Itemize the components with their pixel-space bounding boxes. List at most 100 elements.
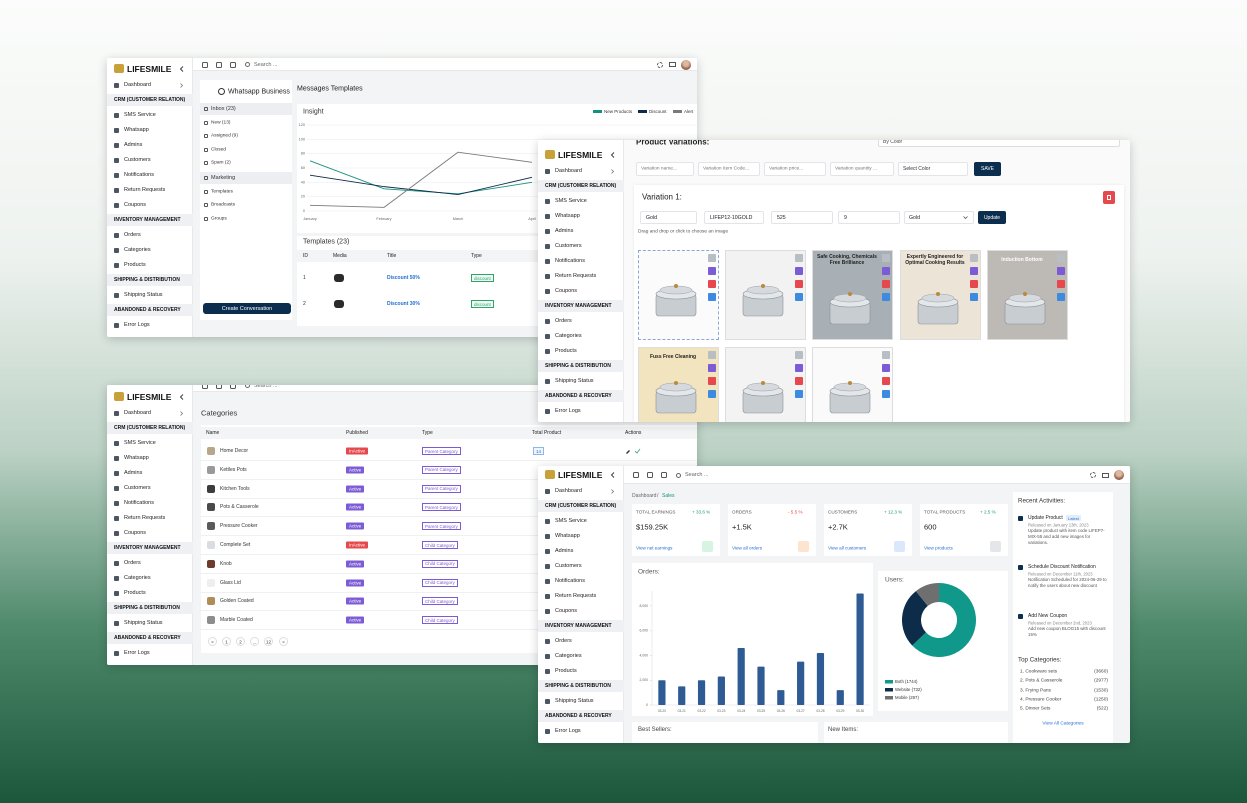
menu-item[interactable]: Admins [124,142,143,148]
toolbar-icon[interactable] [633,472,639,478]
menu-item[interactable]: Error Logs [124,650,150,656]
menu-item[interactable]: Shipping Status [555,378,594,384]
menu-item[interactable]: Orders [124,560,141,566]
menu-item[interactable]: Categories [555,333,582,339]
menu-item[interactable]: Notifications [124,500,154,506]
menu-item[interactable]: Coupons [555,608,578,614]
folder[interactable]: Inbox (23) [211,106,236,112]
menu-item[interactable]: Coupons [124,202,147,208]
search-input[interactable]: Search ... [685,472,709,478]
button[interactable] [974,162,1001,176]
menu-item[interactable]: Return Requests [124,515,166,521]
link[interactable]: View All Categories [1042,721,1084,727]
folder[interactable]: Groups [211,216,227,222]
menu-item[interactable]: Error Logs [555,728,581,734]
menu-item[interactable]: SMS Service [124,440,156,446]
toolbar-icon[interactable] [661,472,667,478]
menu-item[interactable]: Products [555,348,577,354]
page-button[interactable] [279,637,288,646]
menu-item[interactable]: Orders [555,638,572,644]
toolbar-icon[interactable] [202,385,208,389]
menu-item[interactable]: Dashboard [555,488,582,494]
menu-item[interactable]: Categories [124,247,151,253]
folder[interactable]: Broadcasts [211,202,235,208]
kpi-link[interactable]: View all customers [828,545,867,551]
page-button[interactable] [264,637,273,646]
input[interactable] [764,162,826,176]
menu-item[interactable]: Dashboard [555,168,582,174]
input[interactable] [830,162,894,176]
menu-item[interactable]: Customers [124,485,151,491]
menu-item[interactable]: Return Requests [555,273,597,279]
kpi-link[interactable]: View products [924,545,953,551]
menu-item[interactable]: SMS Service [555,518,587,524]
folder[interactable]: Spam (2) [211,160,231,166]
search-input[interactable]: Search ... [254,385,278,389]
menu-item[interactable]: Customers [124,157,151,163]
folder[interactable]: New (13) [211,120,231,126]
menu-item[interactable]: SMS Service [124,112,156,118]
menu-item[interactable]: Coupons [124,530,147,536]
menu-item[interactable]: Error Logs [555,408,581,414]
input[interactable] [771,211,833,224]
menu-item[interactable]: Notifications [124,172,154,178]
folder[interactable]: Assigned (9) [211,133,238,139]
cell-title[interactable]: Discount 50% [387,275,420,281]
menu-item[interactable]: Coupons [555,288,578,294]
menu-item[interactable]: Shipping Status [124,620,163,626]
menu-item[interactable]: Orders [555,318,572,324]
menu-item[interactable]: Whatsapp [124,455,149,461]
page-button[interactable] [208,637,217,646]
page-button[interactable] [250,637,259,646]
menu-item[interactable]: Shipping Status [555,698,594,704]
menu-item[interactable]: Whatsapp [555,533,580,539]
input[interactable] [838,211,900,224]
button[interactable] [978,211,1006,224]
toolbar-icon[interactable] [216,385,222,389]
menu-item[interactable]: Admins [555,548,574,554]
toolbar-icon[interactable] [216,61,222,68]
mail-icon[interactable] [669,62,676,67]
menu-item[interactable]: Categories [124,575,151,581]
menu-item[interactable]: Return Requests [124,187,166,193]
menu-item[interactable]: Error Logs [124,322,150,328]
menu-item[interactable]: Notifications [555,578,585,584]
toolbar-icon[interactable] [647,472,653,478]
delete-button[interactable] [1103,191,1115,204]
select[interactable] [904,211,974,224]
breadcrumb[interactable]: Sales [662,493,675,499]
input[interactable] [704,211,764,224]
menu-item[interactable]: Admins [124,470,143,476]
menu-item[interactable]: Dashboard [124,82,151,88]
input[interactable] [698,162,760,176]
menu-item[interactable]: Products [124,262,146,268]
page-button[interactable] [222,637,231,646]
page-button[interactable] [236,637,245,646]
menu-item[interactable]: Notifications [555,258,585,264]
menu-item[interactable]: Admins [555,228,574,234]
create-button[interactable] [203,303,291,314]
menu-item[interactable]: Return Requests [555,593,597,599]
avatar[interactable] [681,59,691,70]
menu-item[interactable]: Dashboard [124,410,151,416]
kpi-link[interactable]: View all orders [732,545,763,551]
product-image[interactable] [812,250,893,340]
cell-title[interactable]: Discount 30% [387,301,420,307]
mail-icon[interactable] [1102,472,1109,478]
folder[interactable]: Templates [211,189,233,195]
toolbar-icon[interactable] [202,61,208,68]
input[interactable] [636,162,694,176]
menu-item[interactable]: SMS Service [555,198,587,204]
menu-item[interactable]: Whatsapp [555,213,580,219]
folder[interactable]: Closed [211,147,226,153]
menu-item[interactable]: Customers [555,243,582,249]
folder[interactable]: Marketing [211,175,236,181]
toolbar-icon[interactable] [230,61,236,68]
breadcrumb[interactable]: Dashboard [632,493,657,499]
avatar[interactable] [1114,470,1124,480]
product-image[interactable] [725,250,806,340]
menu-item[interactable]: Whatsapp [124,127,149,133]
menu-item[interactable]: Products [555,668,577,674]
select[interactable] [878,140,1120,147]
menu-item[interactable]: Orders [124,232,141,238]
